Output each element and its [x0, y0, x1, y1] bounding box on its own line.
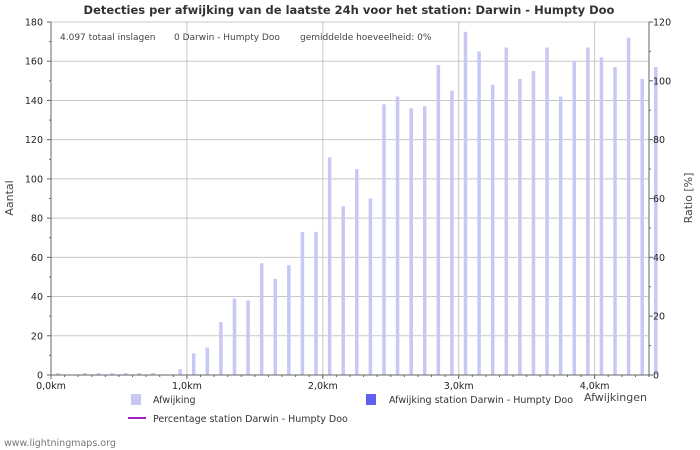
- bar-afwijking: [640, 78, 644, 376]
- y-axis-title-right: Ratio [%]: [682, 173, 695, 224]
- bar-afwijking: [436, 65, 441, 375]
- x-ticks: 0,0km 1,0km 2,0km 3,0km 4,0km: [36, 375, 650, 392]
- bar-afwijking: [545, 47, 549, 376]
- bar-afwijking: [586, 47, 590, 376]
- y-tick-label-left: 0: [37, 371, 43, 382]
- bar-afwijking: [382, 104, 386, 376]
- bar-afwijking: [518, 78, 522, 376]
- bar-afwijking: [599, 57, 604, 376]
- bar-afwijking: [504, 47, 509, 376]
- y-tick-label-left: 180: [25, 18, 43, 29]
- bar-afwijking: [151, 373, 155, 375]
- x-tick-label: 0,0km: [36, 381, 66, 392]
- y-ticks-right: 0 20 40 60 80 100 120: [649, 18, 671, 382]
- y-tick-label-left: 160: [25, 57, 43, 68]
- bar-afwijking: [273, 278, 277, 375]
- bar-afwijking: [110, 373, 114, 375]
- bar-afwijking: [531, 71, 536, 375]
- bar-afwijking: [56, 373, 60, 375]
- bar-afwijking: [232, 298, 237, 375]
- bar-afwijking: [96, 373, 101, 375]
- bar-afwijking: [423, 106, 427, 375]
- x-axis-title: Afwijkingen: [584, 391, 647, 404]
- y-tick-label-left: 120: [25, 135, 43, 146]
- bar-afwijking: [205, 347, 210, 375]
- bar-afwijking: [558, 96, 563, 376]
- bar-afwijking: [368, 198, 373, 375]
- bar-afwijking: [287, 265, 291, 375]
- y-tick-label-left: 40: [31, 292, 43, 303]
- bar-afwijking: [259, 263, 264, 375]
- x-tick-label: 4,0km: [580, 381, 610, 392]
- x-tick-label: 2,0km: [308, 381, 338, 392]
- y-tick-label-left: 60: [31, 253, 43, 264]
- legend-label-station: Afwijking station Darwin - Humpty Doo: [389, 395, 573, 406]
- y-tick-label-left: 100: [25, 174, 43, 185]
- bar-afwijking: [124, 373, 128, 375]
- y-tick-label-left: 140: [25, 96, 43, 107]
- bar-afwijking: [314, 231, 318, 375]
- bar-afwijking: [626, 37, 631, 375]
- bar-afwijking: [83, 373, 87, 375]
- legend-label-afwijking: Afwijking: [153, 395, 196, 406]
- bar-afwijking: [300, 231, 305, 375]
- y-ticks-left: 0 20 40 60 80 100 120 140 160 180: [25, 18, 51, 382]
- stat-total: 4.097 totaal inslagen: [60, 33, 155, 43]
- bar-afwijking: [572, 61, 576, 375]
- y-tick-label-left: 20: [31, 331, 43, 342]
- bar-afwijking: [219, 322, 223, 375]
- bar-afwijking: [178, 369, 182, 375]
- bar-afwijking: [137, 373, 142, 375]
- bar-afwijking: [450, 90, 454, 375]
- y-tick-label-left: 80: [31, 214, 43, 225]
- y-axis-title-left: Aantal: [3, 180, 16, 215]
- y-tick-label-right: 40: [653, 253, 665, 264]
- bar-afwijking: [490, 84, 495, 375]
- stat-station: 0 Darwin - Humpty Doo: [174, 33, 280, 43]
- x-tick-label: 3,0km: [444, 381, 474, 392]
- grid-lines: [51, 21, 649, 375]
- legend-swatch-afwijking: [131, 394, 141, 405]
- y-tick-label-right: 60: [653, 194, 665, 205]
- bars: [56, 31, 658, 376]
- legend-swatch-station: [366, 394, 376, 405]
- y-tick-label-right: 20: [653, 312, 665, 323]
- bar-afwijking: [654, 67, 658, 376]
- bar-afwijking: [355, 169, 359, 375]
- bar-afwijking: [191, 353, 196, 375]
- x-tick-label: 1,0km: [172, 381, 202, 392]
- bar-afwijking: [395, 96, 400, 376]
- bar-afwijking: [341, 206, 345, 375]
- chart-title: Detecties per afwijking van de laatste 2…: [84, 3, 615, 17]
- y-tick-label-right: 100: [653, 76, 671, 87]
- footer-credit: www.lightningmaps.org: [4, 438, 116, 449]
- stat-average: gemiddelde hoeveelheid: 0%: [300, 33, 432, 43]
- bar-afwijking: [477, 51, 481, 376]
- legend-label-percentage: Percentage station Darwin - Humpty Doo: [153, 414, 348, 425]
- bar-afwijking: [327, 157, 332, 375]
- y-tick-label-right: 120: [653, 18, 671, 29]
- bar-afwijking: [613, 67, 617, 376]
- y-tick-label-right: 80: [653, 135, 665, 146]
- bar-afwijking: [463, 31, 468, 376]
- y-tick-label-right: 0: [653, 371, 659, 382]
- legend: Afwijking Afwijking station Darwin - Hum…: [128, 394, 573, 425]
- bar-afwijking: [246, 300, 250, 375]
- bar-afwijking: [409, 108, 413, 375]
